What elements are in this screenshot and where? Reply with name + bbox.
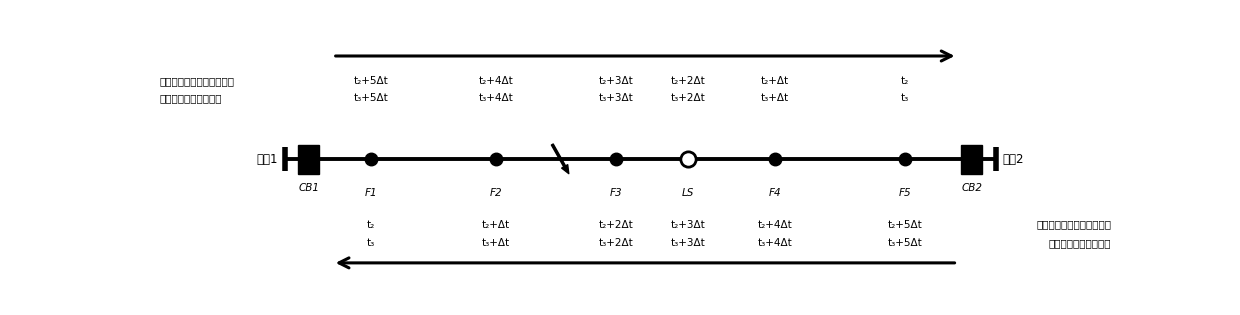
Text: t₂: t₂: [900, 77, 909, 86]
Text: t₃+3Δt: t₃+3Δt: [599, 94, 634, 103]
Text: t₃+Δt: t₃+Δt: [482, 238, 510, 248]
Text: 暂态功率方向保护时间定值: 暂态功率方向保护时间定值: [1037, 220, 1111, 230]
Text: LS: LS: [682, 188, 694, 198]
Text: t₃+2Δt: t₃+2Δt: [671, 94, 706, 103]
Text: t₂+5Δt: t₂+5Δt: [353, 77, 388, 86]
Text: F5: F5: [898, 188, 911, 198]
Bar: [961, 145, 982, 174]
Text: 接地过流保护时间定值: 接地过流保护时间定值: [1049, 238, 1111, 248]
Text: t₂+2Δt: t₂+2Δt: [671, 77, 706, 86]
Text: t₂+Δt: t₂+Δt: [482, 220, 510, 230]
Text: t₃+3Δt: t₃+3Δt: [671, 238, 706, 248]
Text: t₂+4Δt: t₂+4Δt: [758, 220, 792, 230]
Text: F2: F2: [490, 188, 502, 198]
Text: 电源1: 电源1: [257, 152, 278, 166]
Text: t₂+4Δt: t₂+4Δt: [479, 77, 513, 86]
Text: t₃+Δt: t₃+Δt: [761, 94, 789, 103]
Text: t₂+5Δt: t₂+5Δt: [887, 220, 923, 230]
Text: t₂+3Δt: t₂+3Δt: [599, 77, 634, 86]
Text: 电源2: 电源2: [1003, 152, 1024, 166]
Text: t₂: t₂: [367, 220, 376, 230]
Text: t₃+2Δt: t₃+2Δt: [599, 238, 634, 248]
Text: t₃+4Δt: t₃+4Δt: [758, 238, 792, 248]
Text: t₃+4Δt: t₃+4Δt: [479, 94, 513, 103]
Text: CB1: CB1: [299, 183, 319, 193]
Text: CB2: CB2: [961, 183, 982, 193]
Text: t₂+3Δt: t₂+3Δt: [671, 220, 706, 230]
Text: F1: F1: [365, 188, 377, 198]
Text: t₃+5Δt: t₃+5Δt: [353, 94, 388, 103]
Text: t₂+2Δt: t₂+2Δt: [599, 220, 634, 230]
Text: 接地过流保护时间定值: 接地过流保护时间定值: [160, 94, 222, 103]
Text: F4: F4: [769, 188, 781, 198]
Text: F3: F3: [610, 188, 622, 198]
Text: t₃+5Δt: t₃+5Δt: [887, 238, 923, 248]
Text: t₂+Δt: t₂+Δt: [761, 77, 789, 86]
Text: t₃: t₃: [367, 238, 376, 248]
FancyArrowPatch shape: [552, 144, 569, 174]
Text: 暂态功率方向保护时间定值: 暂态功率方向保护时间定值: [160, 77, 234, 86]
Text: t₃: t₃: [900, 94, 909, 103]
Bar: [298, 145, 320, 174]
